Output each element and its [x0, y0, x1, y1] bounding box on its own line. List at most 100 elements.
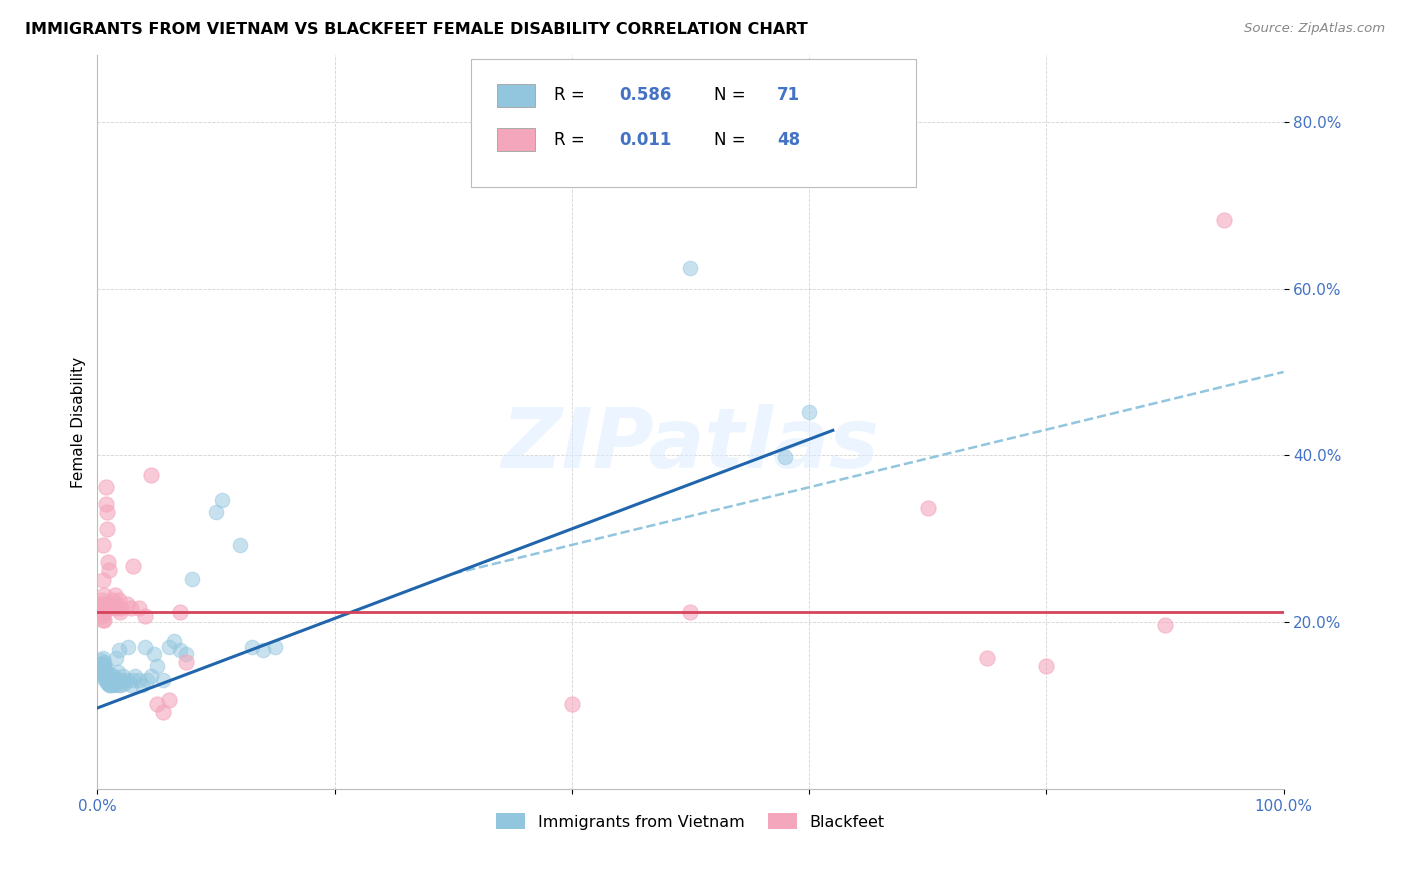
Point	[1213, 213, 1236, 227]
Point	[169, 642, 191, 657]
Point	[94, 661, 117, 675]
Point	[107, 678, 129, 692]
Point	[94, 497, 117, 511]
Point	[104, 589, 127, 603]
Point	[91, 667, 114, 681]
Point	[145, 659, 167, 673]
Point	[93, 655, 115, 669]
Text: 0.011: 0.011	[619, 130, 672, 149]
Text: ZIPatlas: ZIPatlas	[502, 403, 879, 484]
Point	[91, 614, 114, 628]
Point	[91, 665, 114, 680]
Point	[98, 563, 121, 577]
Point	[97, 672, 120, 686]
Point	[91, 659, 114, 673]
Point	[134, 609, 156, 624]
Point	[105, 601, 128, 615]
Point	[139, 467, 162, 482]
Point	[169, 605, 191, 619]
Point	[91, 601, 114, 615]
Text: 0.586: 0.586	[619, 87, 672, 104]
Point	[90, 601, 112, 615]
Point	[105, 651, 128, 665]
Point	[97, 676, 120, 690]
Point	[143, 647, 166, 661]
Point	[89, 605, 111, 619]
Point	[97, 555, 120, 569]
Point	[124, 669, 146, 683]
Point	[128, 601, 150, 615]
Point	[136, 673, 159, 688]
Point	[1035, 659, 1057, 673]
Point	[104, 597, 127, 611]
Text: R =: R =	[554, 130, 591, 149]
Point	[100, 667, 122, 681]
Point	[134, 640, 156, 654]
Point	[94, 669, 117, 683]
Point	[101, 592, 124, 607]
Point	[240, 640, 263, 654]
Point	[108, 605, 131, 619]
Point	[797, 405, 820, 419]
Point	[211, 492, 233, 507]
Point	[93, 664, 115, 678]
Point	[139, 669, 162, 683]
Point	[94, 673, 117, 688]
Legend: Immigrants from Vietnam, Blackfeet: Immigrants from Vietnam, Blackfeet	[489, 806, 891, 836]
Point	[90, 653, 112, 667]
Point	[114, 676, 136, 690]
Point	[100, 601, 122, 615]
Point	[181, 572, 204, 586]
Point	[120, 678, 142, 692]
Point	[96, 667, 118, 681]
Text: IMMIGRANTS FROM VIETNAM VS BLACKFEET FEMALE DISABILITY CORRELATION CHART: IMMIGRANTS FROM VIETNAM VS BLACKFEET FEM…	[25, 22, 808, 37]
Point	[100, 678, 122, 692]
Point	[93, 589, 115, 603]
Point	[93, 597, 115, 611]
Point	[128, 673, 150, 688]
Point	[122, 559, 145, 574]
Point	[89, 658, 111, 673]
Point	[93, 672, 115, 686]
Point	[91, 592, 114, 607]
FancyBboxPatch shape	[498, 128, 536, 152]
Point	[110, 601, 132, 615]
Point	[264, 640, 287, 654]
Point	[91, 574, 114, 588]
Point	[104, 670, 127, 684]
Point	[91, 661, 114, 675]
Point	[93, 605, 115, 619]
Point	[107, 592, 129, 607]
Point	[115, 597, 138, 611]
Point	[96, 522, 118, 536]
Text: 48: 48	[778, 130, 800, 149]
Point	[91, 657, 114, 671]
Point	[679, 260, 702, 275]
Point	[157, 692, 180, 706]
Point	[93, 614, 115, 628]
Point	[976, 651, 998, 665]
Point	[917, 500, 939, 515]
Point	[176, 655, 198, 669]
Point	[98, 601, 121, 615]
Point	[107, 642, 129, 657]
Point	[117, 640, 139, 654]
Point	[100, 678, 122, 692]
Point	[91, 605, 114, 619]
Point	[120, 601, 142, 615]
Point	[98, 669, 121, 683]
Text: R =: R =	[554, 87, 591, 104]
Text: Source: ZipAtlas.com: Source: ZipAtlas.com	[1244, 22, 1385, 36]
Point	[94, 665, 117, 680]
Point	[94, 480, 117, 494]
Point	[252, 642, 274, 657]
Point	[176, 647, 198, 661]
FancyBboxPatch shape	[471, 59, 915, 187]
Point	[111, 673, 134, 688]
Point	[145, 697, 167, 711]
Point	[96, 505, 118, 519]
Point	[679, 605, 702, 619]
Point	[104, 678, 127, 692]
Point	[101, 676, 124, 690]
Point	[98, 678, 121, 692]
